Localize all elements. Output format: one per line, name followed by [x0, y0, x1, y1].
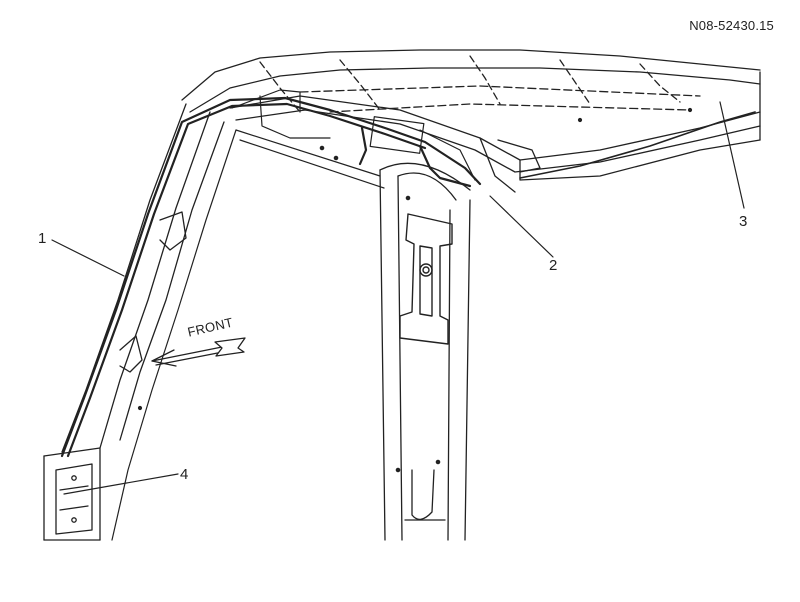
- roof-side-rail: [230, 72, 760, 192]
- lower-a-pillar: [44, 448, 100, 540]
- b-pillar: [380, 163, 470, 540]
- callout-4: 4: [180, 466, 189, 483]
- roof-panel: [182, 50, 760, 112]
- callout-1: 1: [38, 230, 47, 247]
- fasteners: [137, 107, 693, 473]
- a-pillar: [62, 104, 224, 452]
- door-opening: [112, 130, 384, 540]
- b-pillar-bracket: [400, 214, 452, 344]
- callout-3: 3: [739, 213, 748, 230]
- figure-reference-code: N08-52430.15: [689, 18, 774, 33]
- leader-lines: [52, 102, 744, 494]
- front-arrow: [152, 338, 245, 366]
- wiring-harness: [62, 98, 755, 456]
- callout-2: 2: [549, 257, 558, 274]
